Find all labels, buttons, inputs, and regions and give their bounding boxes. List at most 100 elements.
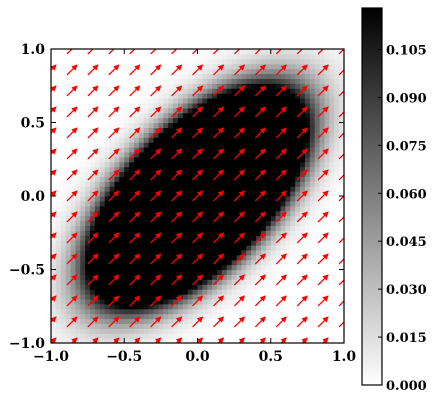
heatmap-cell	[256, 147, 262, 153]
heatmap-cell	[202, 289, 208, 295]
heatmap-cell	[158, 117, 164, 124]
heatmap-cell	[329, 156, 335, 163]
heatmap-cell	[207, 117, 213, 124]
heatmap-cell	[202, 102, 208, 109]
heatmap-cell	[309, 137, 316, 143]
heatmap-cell	[55, 303, 62, 310]
heatmap-cell	[202, 88, 208, 94]
heatmap-cell	[217, 176, 223, 182]
heatmap-cell	[290, 298, 296, 305]
heatmap-cell	[60, 333, 67, 339]
heatmap-cell	[275, 205, 282, 212]
heatmap-cell	[300, 142, 306, 148]
quiver-arrow	[51, 211, 57, 218]
heatmap-cell	[119, 235, 125, 241]
heatmap-cell	[168, 230, 174, 236]
quiver-arrow	[171, 106, 183, 118]
heatmap-cell	[168, 137, 174, 143]
heatmap-cell	[290, 58, 296, 65]
heatmap-cell	[173, 230, 179, 236]
quiver-arrow	[51, 295, 57, 302]
heatmap-cell	[158, 323, 164, 329]
heatmap-cell	[275, 210, 282, 217]
heatmap-cell	[182, 274, 189, 280]
heatmap-cell	[221, 191, 228, 197]
heatmap-cell	[324, 73, 330, 79]
heatmap-cell	[256, 88, 262, 94]
heatmap-cell	[339, 205, 344, 212]
heatmap-cell	[143, 161, 150, 168]
heatmap-cell	[270, 269, 277, 275]
heatmap-cell	[163, 137, 169, 143]
heatmap-cell	[236, 102, 243, 109]
heatmap-cell	[285, 235, 291, 241]
heatmap-cell	[226, 78, 233, 84]
heatmap-cell	[51, 112, 57, 119]
heatmap-cell	[226, 318, 233, 324]
heatmap-cell	[129, 245, 135, 251]
heatmap-cell	[182, 166, 189, 173]
heatmap-cell	[290, 303, 296, 310]
heatmap-cell	[90, 181, 96, 187]
heatmap-cell	[280, 196, 286, 202]
heatmap-cell	[129, 83, 135, 89]
heatmap-cell	[80, 147, 86, 153]
heatmap-cell	[85, 303, 91, 310]
heatmap-cell	[241, 137, 247, 143]
heatmap-cell	[158, 181, 164, 187]
heatmap-cell	[202, 142, 208, 148]
heatmap-cell	[55, 191, 62, 197]
heatmap-cell	[99, 196, 106, 202]
heatmap-cell	[270, 284, 277, 290]
heatmap-cell	[275, 200, 282, 207]
quiver-arrow	[280, 337, 287, 343]
heatmap-cell	[314, 73, 321, 79]
heatmap-cell	[236, 284, 243, 290]
heatmap-cell	[236, 73, 243, 79]
quiver-arrow	[129, 211, 141, 223]
heatmap-cell	[138, 68, 145, 75]
heatmap-cell	[231, 181, 238, 187]
heatmap-cell	[94, 102, 101, 109]
heatmap-cell	[275, 230, 282, 236]
heatmap-cell	[143, 181, 150, 187]
heatmap-cell	[163, 73, 169, 79]
heatmap-cell	[153, 328, 160, 334]
heatmap-cell	[300, 215, 306, 222]
heatmap-cell	[231, 230, 238, 236]
heatmap-cell	[192, 156, 199, 163]
heatmap-cell	[275, 318, 282, 324]
heatmap-cell	[207, 151, 213, 158]
heatmap-cell	[197, 166, 203, 173]
heatmap-cell	[138, 49, 145, 55]
heatmap-cell	[173, 102, 179, 109]
heatmap-cell	[148, 73, 155, 79]
heatmap-cell	[173, 181, 179, 187]
heatmap-cell	[217, 225, 223, 231]
heatmap-cell	[134, 225, 140, 231]
heatmap-cell	[143, 132, 150, 138]
heatmap-cell	[329, 323, 335, 329]
heatmap-cell	[251, 186, 257, 192]
heatmap-cell	[246, 107, 252, 114]
heatmap-cell	[153, 215, 160, 222]
heatmap-cell	[241, 53, 247, 60]
heatmap-cell	[109, 107, 116, 114]
heatmap-cell	[260, 240, 267, 246]
heatmap-cell	[148, 151, 155, 158]
heatmap-cell	[192, 191, 199, 197]
heatmap-cell	[295, 210, 301, 217]
heatmap-cell	[212, 225, 218, 231]
heatmap-cell	[70, 112, 77, 119]
heatmap-cell	[329, 191, 335, 197]
heatmap-cell	[265, 333, 272, 339]
heatmap-cell	[314, 323, 321, 329]
heatmap-cell	[334, 245, 340, 251]
heatmap-cell	[275, 142, 282, 148]
heatmap-cell	[241, 132, 247, 138]
heatmap-cell	[197, 205, 203, 212]
heatmap-cell	[300, 323, 306, 329]
heatmap-cell	[187, 318, 194, 324]
heatmap-cell	[241, 308, 247, 315]
heatmap-cell	[295, 132, 301, 138]
